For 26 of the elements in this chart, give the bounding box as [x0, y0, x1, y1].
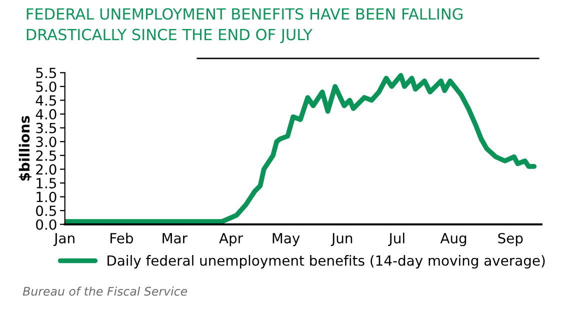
y-tick-label: 5.5 [36, 68, 56, 78]
x-tick-label: Sep [498, 232, 523, 246]
x-tick-label: May [272, 233, 300, 246]
y-tick-label: 0.5 [36, 206, 56, 216]
text: Bureau of the Fiscal Service [22, 286, 188, 296]
y-tick-label: 3.5 [36, 122, 56, 134]
y-tick-label: 4.0 [36, 109, 56, 120]
y-axis-title: $billions [18, 116, 32, 181]
y-tick-label: 1.5 [36, 178, 56, 188]
chart-title: FEDERAL UNEMPLOYMENT BENEFITS HAVE BEEN FALLING DRASTICALLY SINCE THE END OF JULY [26, 8, 462, 44]
y-tick-label: 5.0 [36, 81, 56, 92]
x-tick-label: Feb [110, 232, 133, 244]
x-tick-label: Mar [162, 233, 188, 244]
y-tick-label: 3.0 [36, 136, 56, 148]
x-tick-label: Jan [53, 233, 74, 246]
x-tick-label: Jun [330, 233, 352, 246]
x-tick-label: Jul [388, 232, 404, 246]
y-tick-label: 0.0 [36, 219, 56, 230]
y-tick-label: 2.0 [36, 164, 56, 175]
legend-label: Daily federal unemployment benefits (14-day moving average) [108, 255, 545, 269]
x-tick-label: Aug [440, 233, 466, 246]
y-tick-label: 4.5 [36, 95, 56, 106]
x-tick-label: Apr [219, 233, 244, 246]
y-tick-label: 1.0 [36, 192, 56, 202]
line-series [64, 73, 537, 224]
y-tick-label: 2.5 [36, 150, 56, 161]
